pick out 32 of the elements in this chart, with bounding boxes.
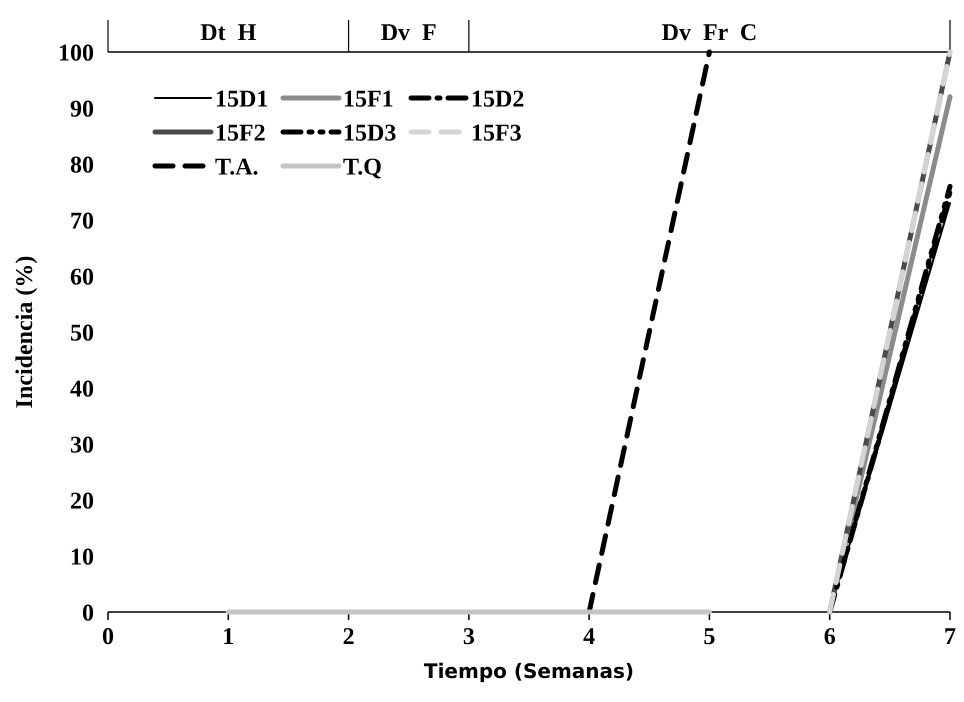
- x-axis-title: Tiempo (Semanas): [424, 659, 634, 683]
- y-tick-label: 60: [70, 264, 94, 290]
- x-tick-label: 2: [342, 624, 355, 650]
- text: Dv Fr C: [662, 20, 758, 46]
- x-tick-label: 6: [824, 624, 836, 650]
- y-tick-label: 30: [70, 432, 94, 458]
- text: Dv F: [380, 20, 437, 46]
- legend-label: 15F1: [343, 86, 394, 112]
- y-tick-label: 50: [70, 320, 94, 346]
- legend-label: 15F3: [471, 120, 522, 146]
- legend-label: 15D1: [215, 86, 268, 112]
- y-tick-label: 40: [70, 376, 94, 402]
- legend-label: 15D2: [471, 86, 524, 112]
- y-axis-title: Incidencia (%): [12, 256, 38, 408]
- x-tick-label: 0: [102, 624, 114, 650]
- legend-label: T.Q: [343, 154, 382, 180]
- x-tick-label: 5: [703, 624, 716, 650]
- y-tick-label: 100: [58, 40, 94, 66]
- y-tick-label: 90: [70, 96, 94, 122]
- x-tick-label: 1: [222, 624, 234, 650]
- y-tick-label: 70: [70, 208, 94, 234]
- x-tick-label: 4: [583, 624, 596, 650]
- text: Dt H: [200, 20, 257, 46]
- x-tick-label: 3: [462, 624, 475, 650]
- y-tick-label: 0: [82, 600, 94, 626]
- legend-label: 15D3: [343, 120, 396, 146]
- x-tick-label: 7: [944, 624, 956, 650]
- y-tick-label: 20: [70, 488, 94, 514]
- legend-label: T.A.: [215, 154, 259, 180]
- legend-label: 15F2: [215, 120, 266, 146]
- y-tick-label: 80: [70, 152, 94, 178]
- y-tick-label: 10: [70, 544, 94, 570]
